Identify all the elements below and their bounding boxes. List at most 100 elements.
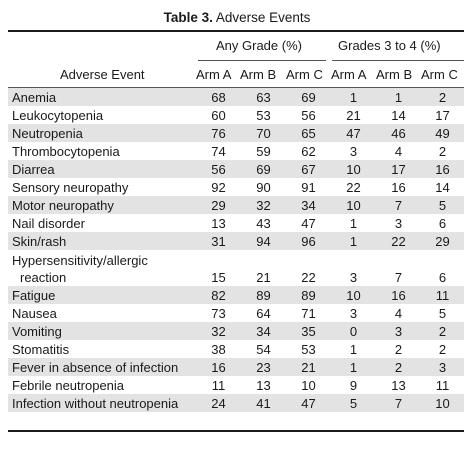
value-cell: 43 bbox=[256, 216, 271, 231]
value-cell: 2 bbox=[421, 322, 464, 340]
table-row: Vomiting 32 34 35 0 3 2 bbox=[8, 322, 464, 340]
value-cell: 1 bbox=[331, 358, 376, 376]
value-cell: 3 bbox=[376, 322, 421, 340]
group-rule-any-grade bbox=[198, 60, 326, 61]
value-cell: 34 bbox=[286, 196, 331, 214]
value-cell: 46 bbox=[376, 124, 421, 142]
value-cell: 11 bbox=[421, 286, 464, 304]
value-cell: 3 bbox=[421, 358, 464, 376]
value-cell: 16 bbox=[196, 358, 241, 376]
value-cell: 56 bbox=[301, 108, 316, 123]
value-cell: 23 bbox=[241, 358, 286, 376]
value-cell: 29 bbox=[196, 196, 241, 214]
value-cell: 10 bbox=[331, 160, 376, 178]
value-cell: 21 bbox=[256, 270, 271, 285]
table-caption: Adverse Events bbox=[215, 10, 311, 25]
value-cell: 6 bbox=[438, 270, 447, 285]
value-cell: 13 bbox=[211, 216, 226, 231]
value-cell: 17 bbox=[435, 108, 450, 123]
value-cell: 7 bbox=[394, 270, 403, 285]
value-cell: 29 bbox=[421, 232, 464, 250]
adverse-event-cell: Stomatitis bbox=[12, 342, 70, 357]
value-cell: 54 bbox=[256, 342, 271, 357]
value-cell: 32 bbox=[241, 196, 286, 214]
value-cell: 56 bbox=[196, 160, 241, 178]
value-cell: 91 bbox=[301, 180, 316, 195]
adverse-event-cell: Vomiting bbox=[8, 322, 196, 340]
value-cell: 62 bbox=[301, 144, 316, 159]
adverse-event-cell: Leukocytopenia bbox=[12, 108, 104, 123]
value-cell: 1 bbox=[349, 216, 358, 231]
value-cell: 4 bbox=[394, 144, 403, 159]
value-cell: 41 bbox=[241, 394, 286, 412]
value-cell: 76 bbox=[196, 124, 241, 142]
value-cell: 13 bbox=[391, 378, 406, 393]
value-cell: 5 bbox=[421, 196, 464, 214]
value-cell: 94 bbox=[241, 232, 286, 250]
value-cell: 64 bbox=[256, 306, 271, 321]
value-cell: 13 bbox=[256, 378, 271, 393]
value-cell: 2 bbox=[438, 144, 447, 159]
adverse-event-cell: Febrile neutropenia bbox=[12, 378, 125, 393]
adverse-event-cell: Neutropenia bbox=[8, 124, 196, 142]
arm-header-any-b: Arm B bbox=[240, 67, 277, 82]
adverse-event-cell: Fatigue bbox=[8, 286, 196, 304]
value-cell: 49 bbox=[421, 124, 464, 142]
value-cell: 71 bbox=[301, 306, 316, 321]
value-cell: 14 bbox=[391, 108, 406, 123]
adverse-event-cell: Diarrea bbox=[8, 160, 196, 178]
value-cell: 5 bbox=[438, 306, 447, 321]
value-cell: 6 bbox=[438, 216, 447, 231]
value-cell: 38 bbox=[211, 342, 226, 357]
value-cell: 69 bbox=[286, 88, 331, 106]
value-cell: 1 bbox=[331, 232, 376, 250]
top-rule bbox=[8, 30, 464, 32]
value-cell: 16 bbox=[421, 160, 464, 178]
value-cell: 73 bbox=[211, 306, 226, 321]
value-cell: 2 bbox=[438, 342, 447, 357]
value-cell: 47 bbox=[286, 394, 331, 412]
value-cell: 7 bbox=[376, 196, 421, 214]
value-cell: 22 bbox=[346, 180, 361, 195]
table-row: Hypersensitivity/allergic reaction 15 21 22 3… bbox=[8, 250, 464, 286]
table-row: Anemia 68 63 69 1 1 2 bbox=[8, 88, 464, 106]
arm-header-g34-c: Arm C bbox=[421, 67, 458, 82]
value-cell: 31 bbox=[196, 232, 241, 250]
value-cell: 22 bbox=[376, 232, 421, 250]
adverse-event-cell: Thrombocytopenia bbox=[12, 144, 120, 159]
value-cell: 10 bbox=[331, 286, 376, 304]
value-cell: 69 bbox=[241, 160, 286, 178]
adverse-event-cell: Motor neuropathy bbox=[8, 196, 196, 214]
arm-header-any-c: Arm C bbox=[286, 67, 323, 82]
value-cell: 16 bbox=[376, 286, 421, 304]
value-cell: 60 bbox=[211, 108, 226, 123]
table-row: Nail disorder 13 43 47 1 3 6 bbox=[8, 214, 464, 232]
table-row: Infection without neutropenia 24 41 47 5 7 10 bbox=[8, 394, 464, 412]
table-row: Stomatitis 38 54 53 1 2 2 bbox=[8, 340, 464, 358]
adverse-event-cell: Nausea bbox=[12, 306, 57, 321]
group-header-grades-3-4: Grades 3 to 4 (%) bbox=[338, 38, 441, 53]
adverse-event-cell: Fever in absence of infection bbox=[8, 358, 196, 376]
adverse-event-cell: Hypersensitivity/allergic reaction bbox=[8, 250, 196, 286]
adverse-event-name-line: Hypersensitivity/allergic bbox=[12, 253, 148, 268]
adverse-event-cell: Infection without neutropenia bbox=[8, 394, 196, 412]
value-cell: 3 bbox=[349, 270, 358, 285]
table-row: Febrile neutropenia 11 13 10 9 13 11 bbox=[8, 376, 464, 394]
value-cell: 35 bbox=[286, 322, 331, 340]
value-cell: 70 bbox=[241, 124, 286, 142]
value-cell: 89 bbox=[241, 286, 286, 304]
bottom-rule bbox=[8, 430, 464, 432]
value-cell: 32 bbox=[196, 322, 241, 340]
value-cell: 68 bbox=[196, 88, 241, 106]
adverse-events-table: Anemia 68 63 69 1 1 2 Leukocytopenia 60 53 56 21 14 1… bbox=[8, 88, 464, 412]
value-cell: 16 bbox=[391, 180, 406, 195]
table-row: Sensory neuropathy 92 90 91 22 16 14 bbox=[8, 178, 464, 196]
arm-header-any-a: Arm A bbox=[196, 67, 232, 82]
value-cell: 82 bbox=[196, 286, 241, 304]
value-cell: 7 bbox=[376, 394, 421, 412]
value-cell: 53 bbox=[256, 108, 271, 123]
value-cell: 47 bbox=[301, 216, 316, 231]
value-cell: 2 bbox=[376, 358, 421, 376]
value-cell: 5 bbox=[331, 394, 376, 412]
table-row: Fever in absence of infection 16 23 21 1 2 3 bbox=[8, 358, 464, 376]
